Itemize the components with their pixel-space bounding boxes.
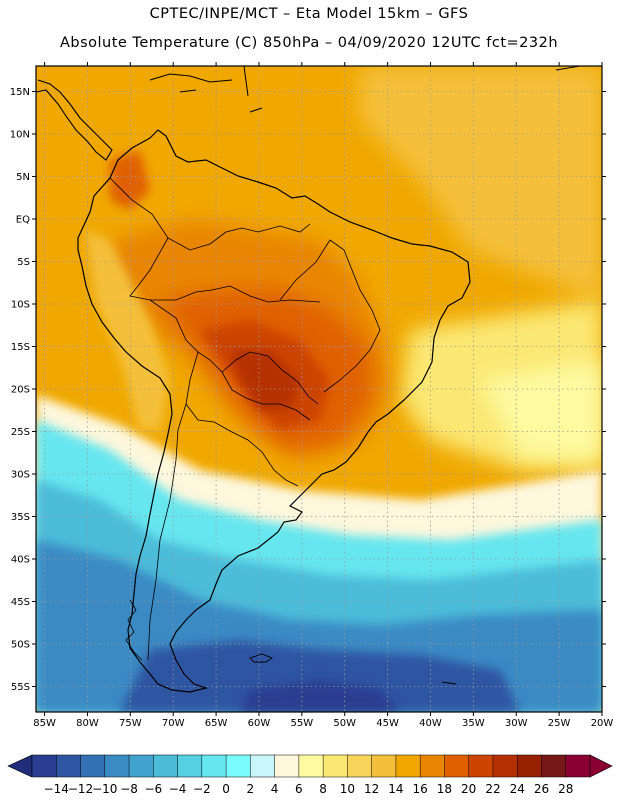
lon-label: 55W xyxy=(291,718,314,729)
colorbar-swatch xyxy=(347,754,373,778)
colorbar-label: −8 xyxy=(120,782,138,796)
lon-label: 35W xyxy=(462,718,485,729)
lat-label: 50S xyxy=(11,640,30,651)
longitude-labels: 85W 80W 75W 70W 65W 60W 55W 50W 45W 40W 35W 30W 25W 2… xyxy=(33,718,613,729)
colorbar-label: 16 xyxy=(413,782,428,796)
colorbar-label: 28 xyxy=(558,782,573,796)
lat-label: 15N xyxy=(10,87,30,98)
colorbar-label: −14 xyxy=(44,782,69,796)
colorbar-swatch xyxy=(201,754,227,778)
colorbar-swatch xyxy=(444,754,470,778)
lat-label: 45S xyxy=(11,597,30,608)
lat-label: 5N xyxy=(16,172,30,183)
temperature-field xyxy=(36,66,602,712)
colorbar-label: −2 xyxy=(193,782,211,796)
colorbar-swatch xyxy=(565,754,591,778)
lon-label: 80W xyxy=(76,718,99,729)
colorbar-labels: −14−12−10 −8 −6 −4 −2 0 2 4 6 8 10 12 14 16 18 20 22 24 26… xyxy=(44,782,574,796)
colorbar-label: 20 xyxy=(461,782,476,796)
falkland-islands xyxy=(249,653,273,663)
colorbar-label: 14 xyxy=(388,782,403,796)
lon-label: 75W xyxy=(119,718,142,729)
colorbar-swatch xyxy=(298,754,324,778)
lon-label: 60W xyxy=(248,718,271,729)
colorbar-label: −12 xyxy=(68,782,93,796)
colorbar-label: 0 xyxy=(222,782,230,796)
colorbar-swatch xyxy=(322,754,349,778)
colorbar-label: 10 xyxy=(340,782,355,796)
south-america-coastline xyxy=(77,129,471,693)
colorbar xyxy=(7,754,613,778)
lon-label: 85W xyxy=(33,718,56,729)
lon-label: 70W xyxy=(162,718,185,729)
colorbar-label: 4 xyxy=(271,782,279,796)
field-coldest xyxy=(240,680,400,712)
colorbar-label: 6 xyxy=(295,782,303,796)
colorbar-swatch xyxy=(225,754,252,778)
colorbar-swatch xyxy=(177,754,203,778)
lat-label: 40S xyxy=(11,555,30,566)
lat-label: EQ xyxy=(16,215,30,226)
colorbar-label: 12 xyxy=(364,782,379,796)
lon-label: 45W xyxy=(376,718,399,729)
lat-label: 25S xyxy=(11,427,30,438)
colorbar-label: 2 xyxy=(247,782,255,796)
lon-label: 40W xyxy=(419,718,442,729)
lat-label: 10S xyxy=(11,300,30,311)
lat-label: 5S xyxy=(17,257,30,268)
colorbar-swatch xyxy=(250,754,276,778)
lat-label: 30S xyxy=(11,470,30,481)
title-line-1: CPTEC/INPE/MCT – Eta Model 15km – GFS xyxy=(149,6,469,22)
colorbar-swatch xyxy=(419,754,446,778)
colorbar-swatch xyxy=(153,754,179,778)
lat-label: 35S xyxy=(11,512,30,523)
colorbar-swatch xyxy=(56,754,82,778)
field-north-atlantic xyxy=(360,66,602,300)
colorbar-label: −4 xyxy=(169,782,187,796)
colorbar-swatch xyxy=(274,754,300,778)
colorbar-swatch xyxy=(104,754,130,778)
colorbar-swatch xyxy=(128,754,155,778)
field-andes-strip xyxy=(85,230,170,430)
lon-label: 25W xyxy=(548,718,571,729)
lon-label: 20W xyxy=(591,718,614,729)
colorbar-swatch xyxy=(31,754,58,778)
lat-label: 55S xyxy=(11,682,30,693)
colorbar-label: 24 xyxy=(510,782,525,796)
colorbar-swatch xyxy=(468,754,494,778)
country-borders xyxy=(109,177,381,661)
colorbar-label: 22 xyxy=(485,782,500,796)
lat-label: 15S xyxy=(11,342,30,353)
title-line-2: Absolute Temperature (C) 850hPa – 04/09/… xyxy=(59,35,559,51)
field-very-cold xyxy=(120,640,520,712)
colorbar-label: −10 xyxy=(92,782,117,796)
lon-label: 30W xyxy=(505,718,528,729)
colorbar-swatch xyxy=(516,754,543,778)
colorbar-swatch xyxy=(395,754,421,778)
field-south-atlantic-yellow xyxy=(480,360,602,460)
colorbar-swatch xyxy=(80,754,106,778)
lon-label: 65W xyxy=(205,718,228,729)
colorbar-label: 26 xyxy=(534,782,549,796)
lat-label: 20S xyxy=(11,385,30,396)
colorbar-high-arrow xyxy=(589,754,613,778)
colorbar-swatch xyxy=(492,754,518,778)
latitude-labels: 15N 10N 5N EQ 5S 10S 15S 20S 25S 30S 35S 40S 45S 50S 5… xyxy=(10,87,30,693)
lon-label: 50W xyxy=(333,718,356,729)
central-america-coastline xyxy=(36,79,113,161)
colorbar-low-arrow xyxy=(7,754,33,778)
colorbar-label: 18 xyxy=(437,782,452,796)
atlantic-islands xyxy=(441,66,581,685)
axis-ticks xyxy=(32,62,606,716)
chile-fjords xyxy=(125,599,143,661)
colorbar-swatch xyxy=(541,754,567,778)
field-continent-hottest xyxy=(230,350,300,410)
lat-label: 10N xyxy=(10,130,30,141)
colorbar-swatch xyxy=(371,754,397,778)
colorbar-label: −6 xyxy=(144,782,162,796)
colorbar-label: 8 xyxy=(319,782,327,796)
caribbean-islands xyxy=(149,66,263,113)
